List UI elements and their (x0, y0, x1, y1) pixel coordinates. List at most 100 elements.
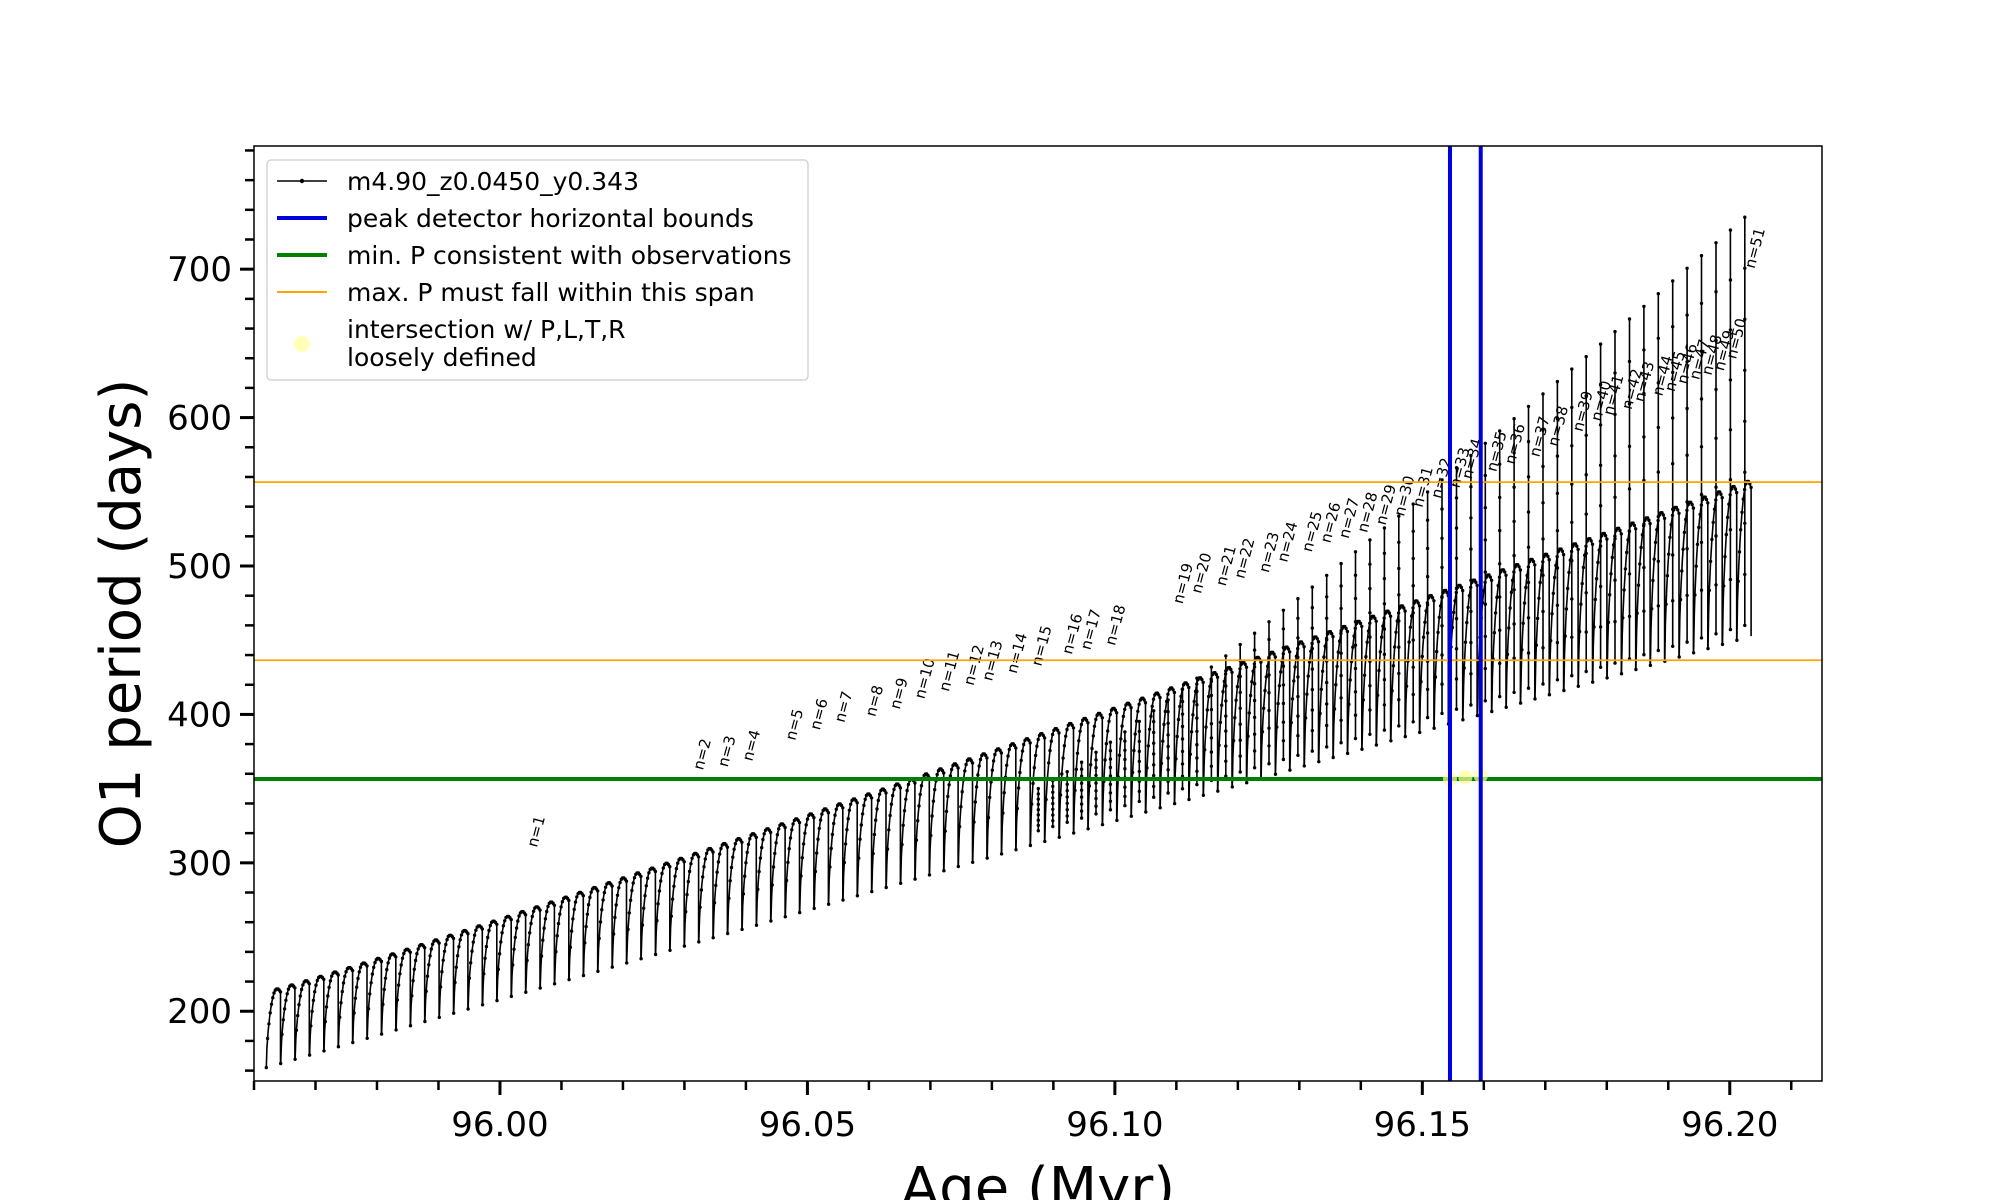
series-point (1195, 782, 1199, 787)
series-point (1070, 723, 1074, 727)
series-point (1656, 515, 1661, 519)
series-point (513, 935, 517, 940)
series-point (1627, 317, 1632, 321)
series-point (1551, 591, 1556, 596)
pulse-label: n=14 (1003, 631, 1031, 675)
series-point (1352, 634, 1356, 638)
series-point (1581, 565, 1586, 570)
series-point (944, 809, 949, 814)
series-point (1281, 664, 1286, 668)
series-point (1577, 629, 1582, 634)
series-point (1079, 722, 1084, 727)
series-point (575, 895, 579, 899)
series-point (322, 977, 326, 982)
series-point (1353, 690, 1358, 694)
series-point (748, 837, 752, 841)
series-point (1584, 544, 1588, 548)
series-point (1062, 744, 1067, 748)
series-point (1089, 763, 1093, 767)
series-point (611, 932, 616, 936)
series-point (1436, 630, 1440, 635)
series-point (1411, 665, 1415, 669)
series-point (1104, 742, 1109, 746)
series-point (930, 814, 934, 818)
series-point (1079, 767, 1084, 771)
series-point (842, 860, 846, 865)
series-point (572, 907, 576, 912)
series-point (365, 1036, 369, 1041)
series-point (993, 752, 997, 757)
series-point (1209, 679, 1214, 683)
series-point (1100, 822, 1105, 827)
legend: m4.90_z0.0450_y0.343 peak detector horiz… (266, 159, 809, 381)
series-point (1108, 791, 1113, 795)
series-point (704, 851, 709, 856)
series-point (1737, 550, 1742, 554)
series-point (1598, 342, 1603, 346)
series-point (985, 756, 989, 760)
series-point (1002, 791, 1006, 795)
series-point (1382, 526, 1387, 530)
series-point (1591, 680, 1595, 684)
series-point (1531, 559, 1536, 564)
series-point (758, 856, 763, 860)
series-point (1526, 475, 1531, 479)
series-point (1238, 642, 1242, 647)
series-point (1526, 580, 1531, 585)
series-point (615, 893, 620, 897)
series-point (524, 990, 528, 994)
series-point (1671, 370, 1675, 375)
series-point (1454, 466, 1459, 470)
series-point (1742, 487, 1747, 492)
series-point (684, 910, 688, 914)
series-point (1091, 734, 1096, 738)
series-point (1575, 544, 1579, 548)
series-point (1669, 522, 1673, 527)
series-point (588, 895, 592, 900)
series-point (1033, 753, 1038, 758)
series-point (1339, 606, 1343, 611)
pulse-label: n=5 (782, 707, 808, 742)
series-point (1012, 743, 1017, 748)
series-point (947, 783, 951, 787)
series-point (600, 908, 604, 912)
series-point (1281, 720, 1286, 724)
series-point (1541, 392, 1545, 396)
series-point (1113, 708, 1118, 712)
series-point (441, 958, 445, 962)
series-point (379, 1032, 384, 1036)
series-point (528, 931, 532, 935)
series-point (905, 788, 909, 793)
series-point (963, 769, 967, 773)
series-point (1505, 652, 1510, 657)
series-point (1613, 329, 1617, 334)
series-point (1147, 727, 1152, 731)
series-point (539, 954, 544, 958)
series-point (1108, 799, 1113, 803)
series-point (628, 898, 633, 902)
series-point (558, 912, 562, 916)
x-axis-title: Age (Myr) (901, 1156, 1175, 1200)
series-point (1622, 588, 1626, 592)
series-point (1007, 747, 1011, 752)
series-point (1301, 642, 1305, 646)
series-point (1685, 453, 1689, 457)
series-point (1216, 789, 1220, 793)
series-point (1094, 758, 1098, 762)
series-point (1368, 611, 1372, 615)
series-point (1714, 241, 1718, 245)
series-point (1671, 644, 1675, 648)
x-tick-label: 96.05 (759, 1105, 856, 1145)
series-point (1569, 549, 1574, 554)
series-point (1103, 758, 1107, 762)
series-point (1461, 588, 1465, 593)
series-point (1693, 593, 1697, 597)
series-point (686, 879, 690, 884)
series-point (323, 1019, 327, 1024)
reference-lines (254, 146, 1822, 1081)
series-point (1397, 566, 1401, 571)
series-point (1123, 730, 1127, 734)
series-point (1541, 428, 1545, 432)
series-point (512, 947, 516, 951)
series-point (1090, 746, 1094, 751)
